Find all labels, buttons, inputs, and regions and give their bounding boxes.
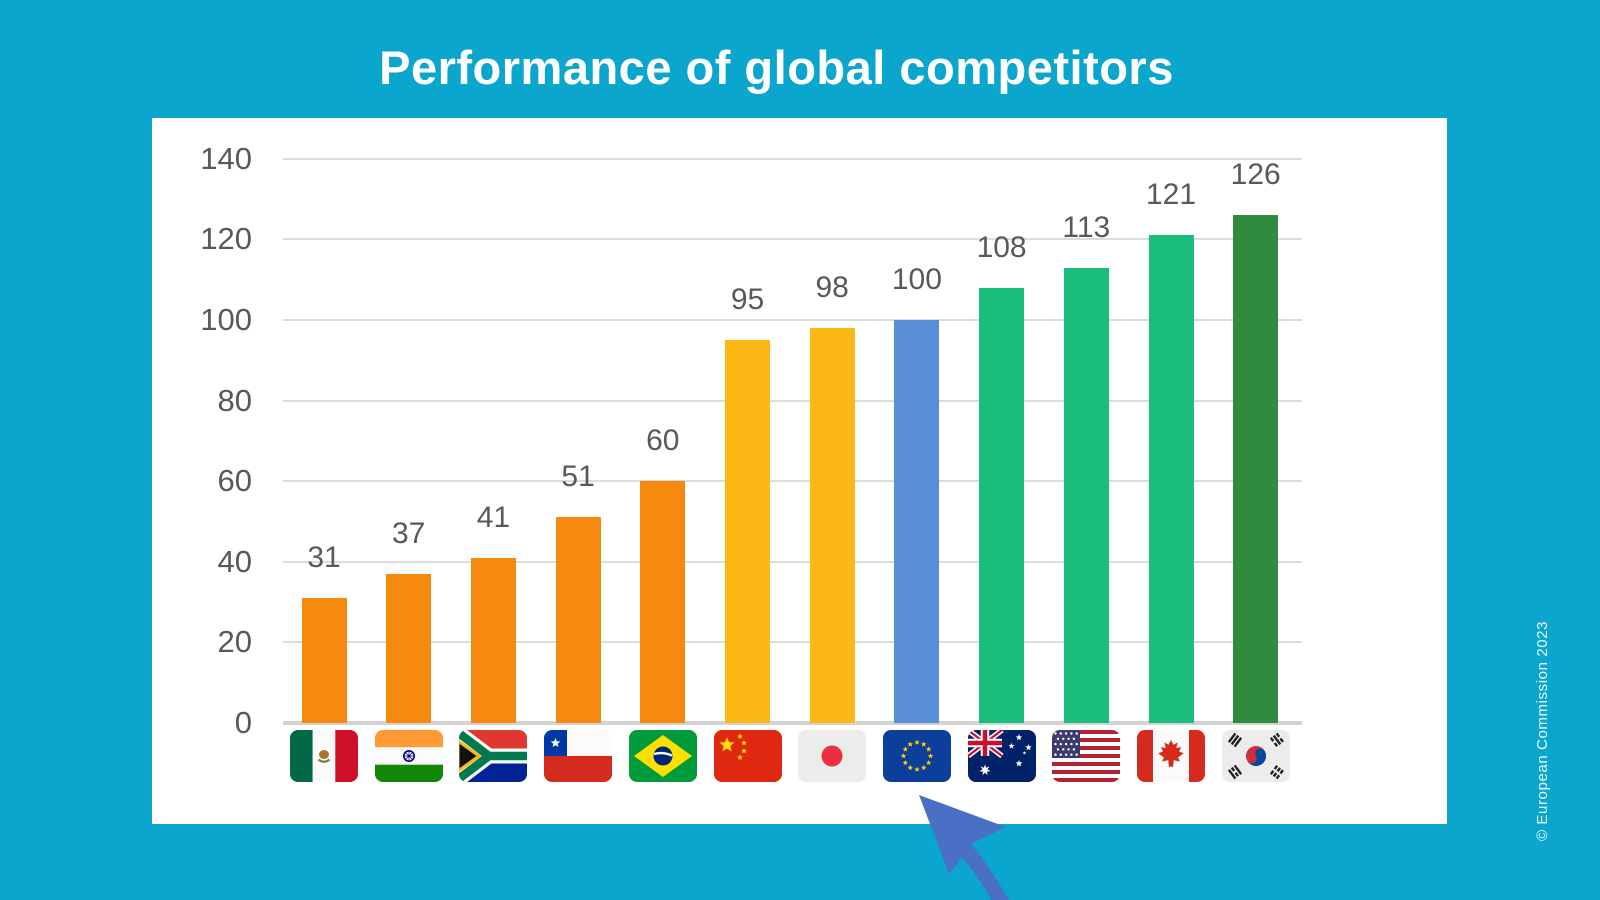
chart-panel: 0 20 40 60 80 100 120 140 31 37 41 51 60 95 98 100 108 1…: [152, 118, 1447, 824]
value-label-australia: 108: [976, 230, 1027, 264]
bar-canada: [1148, 235, 1194, 723]
y-axis-tick-60: 60: [217, 463, 252, 499]
y-axis-tick-40: 40: [217, 543, 252, 579]
y-axis-tick-20: 20: [217, 624, 252, 660]
bar-japan: [809, 328, 855, 723]
y-axis-tick-140: 140: [200, 140, 252, 176]
copyright-watermark: © European Commission 2023: [1534, 620, 1551, 841]
value-label-united-states: 113: [1062, 210, 1111, 244]
gridline-20: [283, 641, 1302, 644]
flag-china: [713, 730, 782, 782]
value-label-chile: 51: [561, 460, 595, 494]
flag-european-union: [882, 730, 951, 782]
value-label-european-union: 100: [891, 263, 942, 296]
value-label-china: 95: [730, 283, 765, 317]
bar-south-korea: [1233, 215, 1279, 723]
gridline-60: [283, 480, 1302, 483]
gridline-0: [283, 721, 1302, 725]
bar-united-states: [1063, 267, 1109, 723]
flag-brazil: [628, 730, 697, 782]
bar-european-union: [894, 320, 940, 723]
bar-chile: [555, 517, 601, 723]
flag-australia: [967, 730, 1036, 782]
flag-united-states: [1052, 730, 1121, 782]
arrow-shaft: [956, 840, 1009, 900]
flag-south-africa: [459, 730, 528, 782]
arrow-head: [919, 795, 1006, 874]
bar-india: [386, 573, 432, 723]
value-label-mexico: 31: [307, 541, 341, 575]
flag-chile: [544, 730, 613, 782]
y-axis-tick-100: 100: [200, 302, 252, 337]
bar-mexico: [301, 598, 347, 723]
value-label-south-korea: 126: [1230, 158, 1281, 192]
chart-title: Performance of global competitors: [379, 41, 1174, 94]
value-label-japan: 98: [815, 271, 849, 305]
flag-india: [374, 730, 443, 782]
bar-brazil: [640, 481, 686, 723]
gridline-80: [283, 399, 1302, 402]
y-axis-tick-0: 0: [234, 705, 252, 740]
flag-japan: [798, 730, 867, 782]
hand-drawn-arrow-annotation: [919, 795, 1009, 900]
flag-canada: [1137, 730, 1205, 782]
gridline-120: [283, 238, 1302, 241]
value-label-canada: 121: [1145, 178, 1197, 212]
gridline-100: [283, 319, 1302, 321]
flag-south-korea: [1221, 730, 1290, 782]
bar-australia: [979, 287, 1025, 723]
flag-mexico: [290, 730, 358, 782]
value-label-brazil: 60: [646, 424, 680, 458]
gridline-140: [283, 157, 1302, 160]
value-label-south-africa: 41: [476, 500, 511, 534]
y-axis-tick-120: 120: [200, 221, 252, 257]
gridline-40: [283, 560, 1302, 563]
bar-china: [725, 340, 770, 723]
value-label-india: 37: [392, 516, 426, 550]
y-axis-tick-80: 80: [217, 382, 252, 418]
bar-south-africa: [470, 557, 516, 723]
